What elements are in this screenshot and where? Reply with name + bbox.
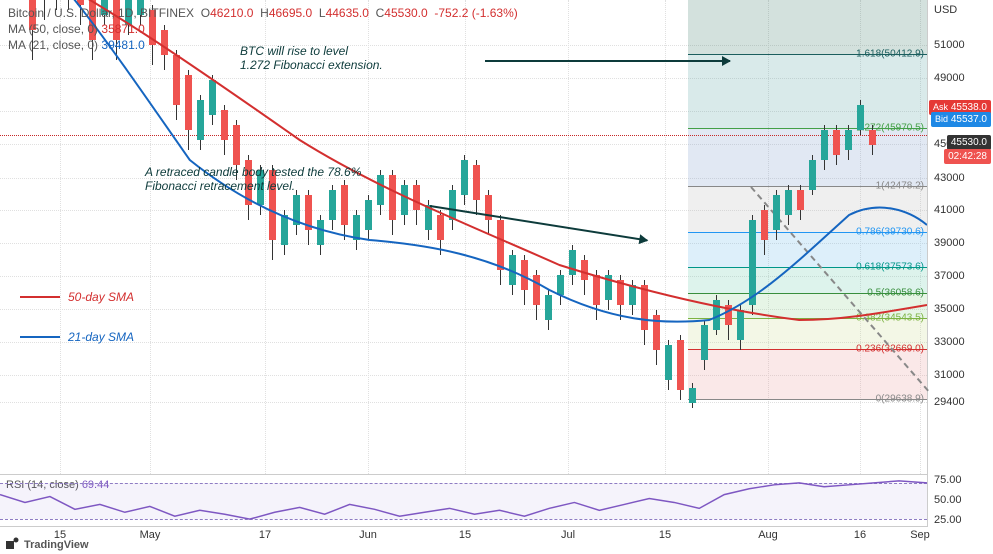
rsi-y-axis: 75.0050.0025.00: [928, 474, 993, 526]
arrow-top: [485, 60, 730, 62]
rsi-panel[interactable]: RSI (14, close) 69.44: [0, 474, 928, 526]
legend-sma50: 50-day SMA: [20, 290, 134, 304]
symbol-info: Bitcoin / U.S. Dollar, 1D, BITFINEX O462…: [8, 6, 518, 20]
symbol-name: Bitcoin / U.S. Dollar, 1D, BITFINEX: [8, 6, 194, 20]
ma50-info: MA (50, close, 0) 35871.0: [8, 22, 145, 36]
legend-dash-red: [20, 296, 60, 298]
x-axis: 15May17Jun15Jul15Aug16Sep: [0, 526, 928, 544]
annotation-mid: A retraced candle body tested the 78.6% …: [145, 165, 361, 193]
legend-dash-blue: [20, 336, 60, 338]
tradingview-watermark: TradingView: [6, 537, 89, 552]
ma21-info: MA (21, close, 0) 39481.0: [8, 38, 145, 52]
legend-sma21: 21-day SMA: [20, 330, 134, 344]
main-chart[interactable]: 2(55317.5)1.618(50412.9)1.272(45970.5)1(…: [0, 0, 928, 474]
annotation-top: BTC will rise to level 1.272 Fibonacci e…: [240, 44, 383, 72]
tv-logo-icon: [6, 537, 20, 552]
y-axis: USD5100049000470004500043000410003900037…: [928, 0, 993, 474]
